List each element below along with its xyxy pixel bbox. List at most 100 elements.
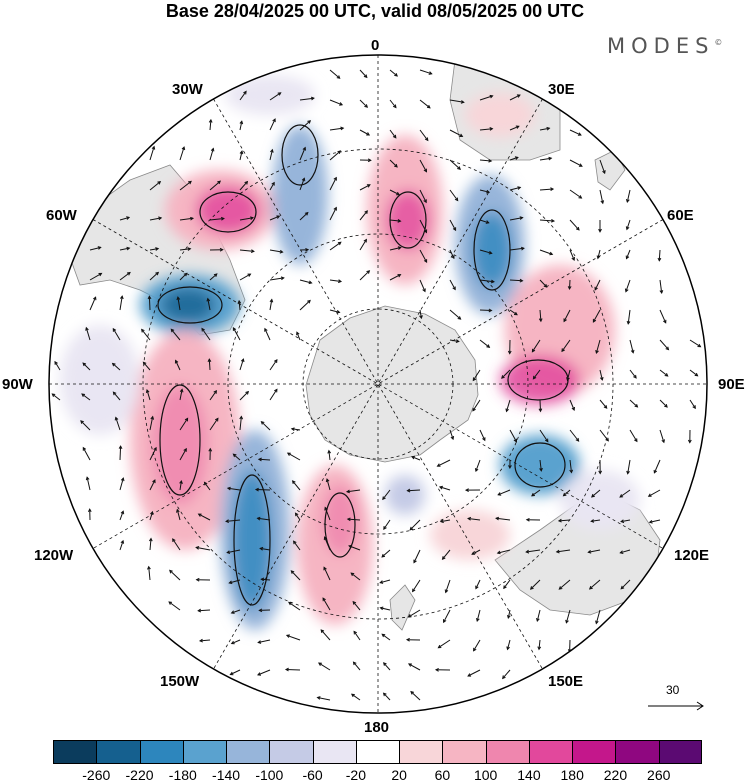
wind-vector <box>172 538 181 551</box>
wind-vector <box>149 217 162 221</box>
wind-vector-head <box>214 417 219 422</box>
wind-vector <box>82 447 91 461</box>
wind-vector-head <box>397 218 402 223</box>
wind-vector <box>346 489 361 493</box>
colorbar-swatch <box>485 740 530 764</box>
wind-vector <box>533 369 541 380</box>
wind-vector-head <box>422 288 426 293</box>
wind-vector <box>291 428 301 431</box>
wind-vector-head <box>471 551 476 555</box>
wind-vector-head <box>594 286 598 291</box>
wind-vector-head <box>595 620 599 625</box>
wind-vector-head <box>619 550 624 554</box>
wind-vector <box>201 328 211 341</box>
wind-vector-head <box>548 156 553 161</box>
wind-vector-head <box>333 206 337 211</box>
wind-vector-head <box>519 216 524 220</box>
wind-vector-head <box>271 181 275 186</box>
wind-vector-head <box>190 216 195 221</box>
wind-vector-head <box>338 279 343 284</box>
wind-vector <box>506 399 511 412</box>
wind-vector-head <box>407 663 412 667</box>
wind-vector <box>689 399 696 409</box>
colorbar-tick-label: 140 <box>517 767 541 783</box>
wind-vector-head <box>226 550 231 554</box>
wind-vector <box>621 519 631 523</box>
wind-vector-head <box>179 479 183 484</box>
wind-vector <box>352 601 361 611</box>
wind-vector-head <box>254 487 259 492</box>
wind-vector <box>445 579 451 593</box>
wind-vector-head <box>555 549 560 554</box>
wind-vector <box>437 459 451 467</box>
colorbar-swatch <box>399 740 443 764</box>
wind-vector-head <box>476 617 480 623</box>
land-new-zealand <box>389 584 416 631</box>
wind-vector-head <box>423 259 428 264</box>
wind-vector <box>257 517 271 521</box>
colorbar-tick-label: -260 <box>82 767 111 783</box>
wind-vector <box>81 393 91 401</box>
wind-vector <box>588 549 601 553</box>
wind-vector-head <box>578 195 583 199</box>
wind-vector <box>141 329 151 341</box>
wind-vector <box>538 639 541 650</box>
wind-vector-head <box>81 393 86 398</box>
wind-vector <box>449 129 463 137</box>
wind-vector-head <box>273 359 278 363</box>
reference-vector-label: 30 <box>666 683 680 697</box>
colorbar-swatch <box>658 740 703 764</box>
wind-vector-head <box>571 257 575 262</box>
wind-vector <box>233 453 241 461</box>
wind-vector <box>563 309 571 322</box>
wind-vector-head <box>270 148 274 153</box>
wind-vector-head <box>126 216 131 220</box>
wind-vector-head <box>364 210 368 214</box>
colorbar-swatch <box>96 740 141 764</box>
wind-vector-head <box>51 393 56 397</box>
wind-vector <box>198 513 211 521</box>
wind-vector <box>479 309 492 311</box>
wind-vector <box>479 128 493 131</box>
wind-vector <box>531 489 541 497</box>
wind-vector <box>620 549 631 554</box>
colorbar-swatch <box>572 740 616 764</box>
wind-vector <box>329 279 342 282</box>
wind-vector <box>539 309 542 322</box>
wind-vector <box>530 579 541 590</box>
wind-vector-head <box>405 637 410 642</box>
wind-vector <box>443 609 451 623</box>
wind-vector-head <box>207 358 212 363</box>
wind-vector-head <box>598 228 602 233</box>
wind-vector <box>419 159 427 172</box>
wind-vector <box>146 389 151 401</box>
wind-vector-head <box>259 546 264 551</box>
wind-vector-head <box>333 176 337 181</box>
wind-vector <box>149 447 157 461</box>
wind-vector <box>54 361 61 371</box>
wind-vector-head <box>620 519 625 524</box>
wind-vector <box>381 549 391 558</box>
wind-vector-head <box>439 519 444 524</box>
wind-vector <box>112 363 121 371</box>
wind-vector <box>176 509 181 521</box>
wind-vector-head <box>284 667 289 672</box>
wind-vector <box>449 219 457 231</box>
wind-vector <box>539 188 554 191</box>
wind-vector <box>449 309 461 320</box>
wind-vector <box>413 549 421 563</box>
wind-vector <box>536 609 541 622</box>
wind-vector-head <box>317 662 322 666</box>
longitude-label-60w: 60W <box>46 207 77 224</box>
wind-vector <box>115 417 121 431</box>
wind-vector-head <box>634 438 638 443</box>
wind-vector <box>382 489 391 500</box>
longitude-label-60e: 60E <box>667 207 694 224</box>
wind-vector-head <box>157 180 162 185</box>
wind-vector-head <box>381 633 386 638</box>
wind-vector <box>324 507 331 521</box>
wind-vector <box>299 212 309 221</box>
wind-vector <box>149 272 159 281</box>
wind-vector-head <box>340 126 345 131</box>
wind-vector-head <box>208 118 213 123</box>
